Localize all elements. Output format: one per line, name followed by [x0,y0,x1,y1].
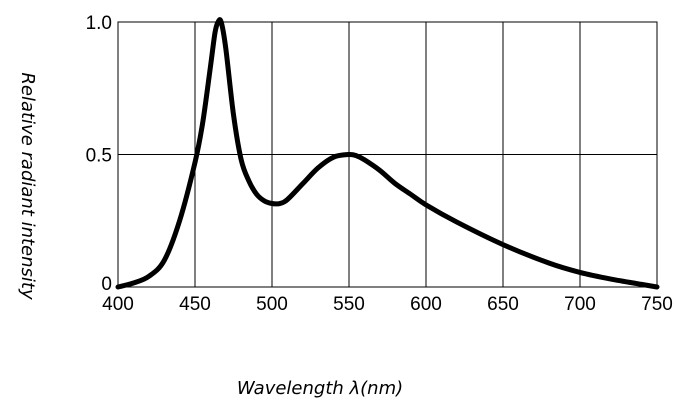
x-tick-label: 650 [487,294,519,315]
x-tick-labels: 400 450 500 550 600 650 700 750 [102,294,673,315]
x-tick-label: 400 [102,294,134,315]
y-tick-label: 0.5 [86,146,112,167]
x-tick-label: 600 [410,294,442,315]
y-tick-label: 0 [101,274,112,295]
x-tick-label: 500 [256,294,288,315]
y-tick-label: 1.0 [86,13,112,34]
x-axis-label: Wavelength λ(nm) [237,378,403,399]
x-tick-label: 750 [641,294,673,315]
x-tick-label: 700 [564,294,596,315]
x-tick-label: 550 [333,294,365,315]
plot-frame [117,21,658,288]
y-tick-labels: 0 0.5 1.0 [86,13,112,295]
x-tick-label: 450 [179,294,211,315]
y-axis-label: Relative radiant intensity [17,72,38,300]
series-line [115,17,660,290]
